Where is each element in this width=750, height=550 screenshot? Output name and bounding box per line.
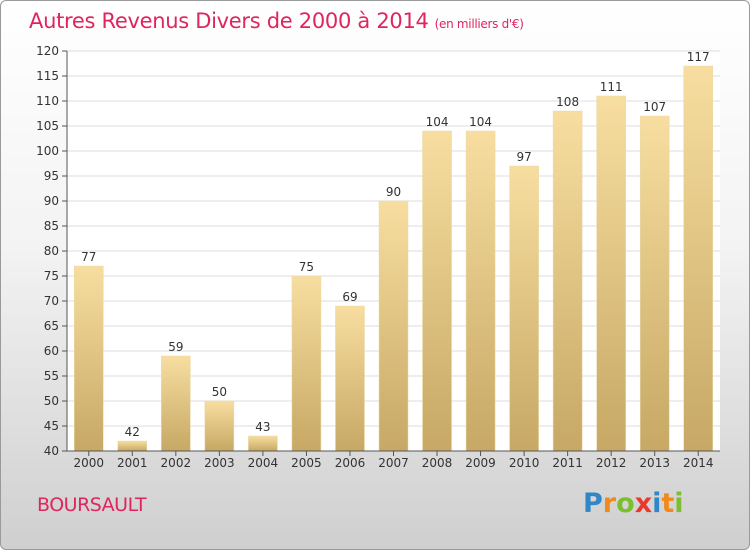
x-tick-label-2008: 2008 [422, 456, 453, 470]
y-tick-label: 95 [44, 169, 59, 183]
bar-2002 [161, 355, 191, 452]
x-tick-label-2001: 2001 [117, 456, 148, 470]
data-label-2001: 42 [125, 425, 140, 439]
bar-2004 [248, 435, 278, 452]
y-tick-label: 70 [44, 294, 59, 308]
y-tick-label: 115 [36, 69, 59, 83]
data-label-2007: 90 [386, 185, 401, 199]
data-label-2003: 50 [212, 385, 227, 399]
bar-2001 [117, 440, 148, 452]
x-tick-label-2011: 2011 [552, 456, 583, 470]
bar-2013 [639, 115, 670, 452]
bar-2008 [422, 130, 452, 452]
y-tick-label: 120 [36, 44, 59, 58]
y-tick-label: 100 [36, 144, 59, 158]
bar-2000 [74, 265, 104, 452]
y-tick-label: 75 [44, 269, 59, 283]
x-tick-label-2000: 2000 [73, 456, 104, 470]
x-tick-label-2013: 2013 [639, 456, 670, 470]
logo-letter: x [634, 488, 653, 519]
proxiti-logo: Proxiti [583, 488, 684, 519]
bar-2010 [509, 165, 539, 452]
data-label-2014: 117 [687, 50, 710, 64]
bar-2007 [378, 200, 409, 452]
x-tick-label-2014: 2014 [683, 456, 714, 470]
y-tick-label: 105 [36, 119, 59, 133]
logo-letter: o [616, 488, 635, 519]
y-tick-label: 60 [44, 344, 59, 358]
bar-2003 [204, 400, 235, 452]
y-tick-label: 90 [44, 194, 59, 208]
logo-letter: t [661, 488, 675, 519]
y-tick-label: 110 [36, 94, 59, 108]
bar-2005 [291, 275, 322, 452]
x-tick-label-2006: 2006 [335, 456, 366, 470]
y-axis: 40 45 50 55 60 65 70 75 80 85 90 95 100 105 110 115 120 [36, 44, 68, 458]
logo-letter: P [583, 488, 603, 519]
y-tick-label: 80 [44, 244, 59, 258]
x-tick-label-2007: 2007 [378, 456, 409, 470]
x-tick-label-2005: 2005 [291, 456, 322, 470]
logo-letter: i [674, 488, 684, 519]
data-label-2013: 107 [643, 100, 666, 114]
logo-letter: i [652, 488, 662, 519]
x-tick-label-2004: 2004 [248, 456, 279, 470]
y-tick-label: 85 [44, 219, 59, 233]
chart-title: Autres Revenus Divers de 2000 à 2014 (en … [29, 9, 524, 33]
data-label-2002: 59 [168, 340, 183, 354]
bar-2012 [596, 95, 626, 452]
y-tick-label: 50 [44, 394, 59, 408]
y-tick-label: 45 [44, 419, 59, 433]
bar-2006 [335, 305, 365, 452]
data-label-2009: 104 [469, 115, 492, 129]
bar-2011 [552, 110, 583, 452]
logo-letter: r [602, 488, 617, 519]
data-label-2004: 43 [255, 420, 270, 434]
x-axis: 2000 2001 2002 2003 2004 2005 2006 2007 2008 2009… [67, 450, 720, 470]
x-tick-label-2002: 2002 [161, 456, 192, 470]
data-label-2012: 111 [600, 80, 623, 94]
y-tick-label: 55 [44, 369, 59, 383]
x-tick-label-2012: 2012 [596, 456, 627, 470]
y-tick-label: 40 [44, 444, 59, 458]
town-name: BOURSAULT [37, 494, 147, 516]
data-label-2008: 104 [426, 115, 449, 129]
bar-2014 [683, 65, 713, 452]
chart-unit: (en milliers d'€) [434, 17, 524, 31]
x-tick-label-2009: 2009 [465, 456, 496, 470]
data-label-2000: 77 [81, 250, 96, 264]
data-label-2005: 75 [299, 260, 314, 274]
x-tick-label-2010: 2010 [509, 456, 540, 470]
bars: 77 42 59 50 43 75 69 90 104 104 97 108 111 107 117 [74, 50, 713, 452]
data-label-2006: 69 [342, 290, 357, 304]
data-label-2010: 97 [516, 150, 531, 164]
chart-title-text: Autres Revenus Divers de 2000 à 2014 [29, 9, 429, 33]
y-tick-label: 65 [44, 319, 59, 333]
data-label-2011: 108 [556, 95, 579, 109]
bar-2009 [465, 130, 496, 452]
x-tick-label-2003: 2003 [204, 456, 235, 470]
